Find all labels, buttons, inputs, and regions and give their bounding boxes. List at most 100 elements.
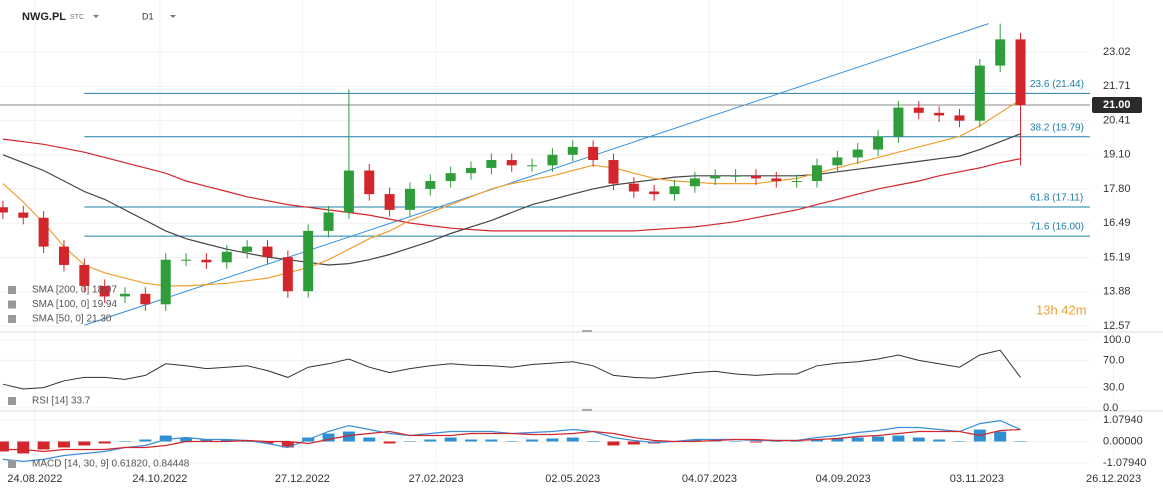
histogram-bar — [627, 441, 640, 445]
last-price-box — [1092, 96, 1142, 113]
candle-body — [466, 167, 477, 174]
legend-entry: SMA [200, 0] 18.97 — [32, 285, 117, 296]
y-tick-label: 15.19 — [1103, 251, 1131, 263]
x-tick-label: 27.02.2023 — [409, 473, 464, 485]
histogram-bar — [811, 439, 824, 442]
y-tick-label: -1.07940 — [1103, 457, 1146, 469]
y-tick-label: 20.41 — [1103, 114, 1131, 126]
x-tick-label: 27.12.2022 — [275, 473, 330, 485]
candle-body — [303, 230, 314, 292]
sma-line — [2, 138, 1021, 232]
candle-body — [913, 107, 924, 113]
fib-label: 71.6 (16.00) — [1030, 222, 1084, 233]
candle-body — [343, 170, 354, 213]
sma-line — [2, 133, 1021, 266]
candle-body — [120, 293, 131, 297]
candle-body — [282, 257, 293, 292]
candle-body — [201, 259, 212, 263]
histogram-bar — [241, 441, 254, 442]
x-tick-label: 02.05.2023 — [545, 473, 600, 485]
x-tick-label: 04.07.2023 — [682, 473, 737, 485]
histogram-bar — [790, 441, 803, 442]
histogram-bar — [465, 439, 478, 442]
x-tick-label: 04.09.2023 — [816, 473, 871, 485]
histogram-bar — [994, 431, 1007, 442]
candle-body — [323, 212, 334, 231]
histogram-bar — [831, 438, 844, 442]
histogram-bar — [78, 441, 91, 446]
histogram-bar — [872, 436, 885, 442]
candle-body — [995, 39, 1006, 66]
y-tick-label: 21.71 — [1103, 80, 1131, 92]
candle-body — [0, 207, 8, 213]
histogram-bar — [363, 437, 376, 442]
histogram-bar — [139, 439, 152, 442]
symbol[interactable]: NWG.PL — [22, 11, 66, 23]
x-tick-label: 24.08.2022 — [7, 473, 62, 485]
histogram-bar — [424, 439, 437, 442]
histogram-bar — [749, 441, 762, 443]
candle-body — [730, 175, 741, 177]
histogram-bar — [322, 433, 335, 442]
histogram-bar — [403, 441, 416, 442]
legend-icon — [8, 397, 16, 405]
dropdown-icon[interactable] — [93, 15, 99, 18]
candle-body — [750, 175, 761, 179]
histogram-bar — [566, 437, 579, 442]
candle-body — [588, 146, 599, 161]
histogram-bar — [729, 441, 742, 442]
histogram-bar — [98, 441, 111, 444]
candle-body — [79, 264, 90, 286]
candle-body — [425, 181, 436, 189]
countdown: 13h 42m — [1036, 302, 1087, 317]
x-tick-label: 24.10.2022 — [132, 473, 187, 485]
histogram-bar — [180, 437, 193, 442]
candle-body — [812, 165, 823, 182]
histogram-bar — [526, 439, 539, 442]
trendline — [84, 23, 989, 326]
y-tick-label: 0.0 — [1103, 402, 1118, 414]
candle-body — [384, 194, 395, 210]
candle-body — [242, 246, 253, 252]
legend-icon — [8, 286, 16, 294]
histogram-bar — [485, 439, 498, 442]
candle-body — [649, 191, 660, 195]
candle-body — [873, 136, 884, 150]
candle-body — [181, 259, 192, 261]
grid-layer — [0, 0, 1115, 470]
y-tick-label: 70.0 — [1103, 354, 1124, 366]
candle-body — [140, 293, 151, 305]
fib-label: 23.6 (21.44) — [1030, 79, 1084, 90]
histogram-bar — [261, 441, 274, 444]
indicator-name: RSI [14] 33.7 — [32, 396, 91, 407]
y-tick-label: 100.0 — [1103, 334, 1131, 346]
candle-body — [567, 146, 578, 155]
y-tick-label: 19.10 — [1103, 149, 1131, 161]
candle-body — [486, 160, 497, 168]
histogram-bar — [159, 435, 172, 442]
histogram-bar — [200, 439, 213, 442]
candle-body — [974, 65, 985, 121]
interval[interactable]: D1 — [142, 11, 154, 21]
y-tick-label: 23.02 — [1103, 46, 1131, 58]
candle-body — [934, 112, 945, 116]
candle-body — [1015, 39, 1026, 105]
legend-icon — [8, 300, 16, 309]
legend-entry: SMA [50, 0] 21.30 — [32, 314, 112, 325]
candle-body — [404, 188, 415, 210]
dropdown-icon[interactable] — [170, 15, 176, 18]
panel-resize-handle[interactable] — [582, 409, 592, 411]
histogram-bar — [119, 441, 132, 442]
candle-body — [669, 186, 680, 195]
histogram-bar — [953, 441, 966, 442]
rsi-line — [2, 349, 1021, 390]
y-tick-label: 30.0 — [1103, 382, 1124, 394]
candle-body — [506, 160, 517, 166]
candle-body — [58, 246, 69, 265]
candle-body — [771, 178, 782, 182]
y-tick-label: 1.07940 — [1103, 414, 1143, 426]
panel-resize-handle[interactable] — [582, 330, 592, 332]
candle-body — [99, 285, 110, 297]
histogram-bar — [770, 441, 783, 442]
